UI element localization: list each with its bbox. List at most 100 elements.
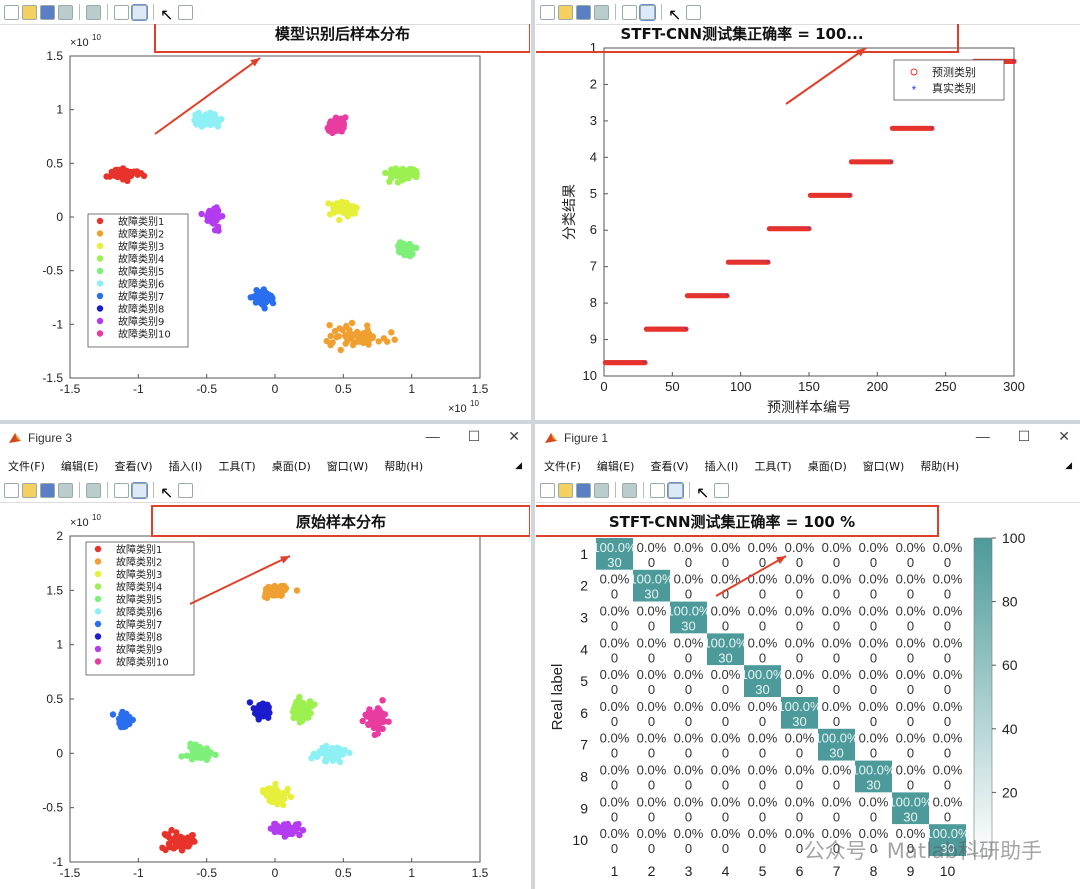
link-plot-icon[interactable] xyxy=(86,4,101,20)
legend-icon[interactable] xyxy=(667,481,684,499)
menu-overflow-icon[interactable]: ◢ xyxy=(1065,461,1072,471)
menu-item-help[interactable]: 帮助(H) xyxy=(384,460,424,473)
menu-item-edit[interactable]: 编辑(E) xyxy=(596,460,635,473)
save-icon[interactable] xyxy=(40,482,55,498)
scatter-point-class-4 xyxy=(290,714,297,721)
cursor-icon[interactable]: ↖ xyxy=(668,6,682,24)
legend-marker xyxy=(94,570,102,578)
colorbar-icon[interactable] xyxy=(114,482,129,498)
colorbar-icon[interactable] xyxy=(650,482,665,498)
print-icon[interactable] xyxy=(594,4,609,20)
property-editor-icon[interactable] xyxy=(178,4,193,20)
menu-item-tools[interactable]: 工具(T) xyxy=(754,460,792,473)
menu-item-desktop[interactable]: 桌面(D) xyxy=(807,460,847,473)
property-editor-icon[interactable] xyxy=(686,4,701,20)
y-tick-label: 1.5 xyxy=(46,583,63,597)
menu-item-insert[interactable]: 插入(I) xyxy=(704,460,739,473)
menu-item-help[interactable]: 帮助(H) xyxy=(920,460,960,473)
legend-marker xyxy=(94,633,102,640)
menu-item-tools[interactable]: 工具(T) xyxy=(218,460,256,473)
x-tick-label: 0 xyxy=(600,379,607,394)
cm-cell xyxy=(781,792,818,825)
cm-cell-count: 0 xyxy=(833,714,840,729)
minimize-button[interactable]: — xyxy=(975,428,990,444)
legend-marker xyxy=(96,217,104,225)
cursor-icon[interactable]: ↖ xyxy=(160,484,174,502)
scatter-point-class-8 xyxy=(246,699,254,706)
cm-cell-diagonal xyxy=(781,697,818,729)
open-file-icon[interactable] xyxy=(558,4,573,20)
scatter-point-class-4 xyxy=(298,702,305,709)
new-figure-icon[interactable] xyxy=(540,4,555,20)
scatter-point-class-9 xyxy=(214,211,221,218)
cm-cell xyxy=(855,792,892,825)
menu-item-view[interactable]: 查看(V) xyxy=(650,460,689,473)
cm-cell xyxy=(744,633,781,666)
menu-item-window[interactable]: 窗口(W) xyxy=(326,460,369,473)
new-figure-icon[interactable] xyxy=(4,4,19,20)
print-icon[interactable] xyxy=(58,4,73,20)
menu-item-insert[interactable]: 插入(I) xyxy=(168,460,203,473)
cm-cell-count: 0 xyxy=(648,682,655,697)
colorbar-icon[interactable] xyxy=(114,4,129,20)
new-figure-icon[interactable] xyxy=(540,482,555,498)
cm-cell-count: 30 xyxy=(792,714,806,729)
predicted-point xyxy=(765,259,771,265)
cm-cell-count: 30 xyxy=(644,587,658,602)
colorbar-icon[interactable] xyxy=(622,4,637,20)
open-file-icon[interactable] xyxy=(22,4,37,20)
cm-cell-count: 0 xyxy=(870,650,877,665)
minimize-button[interactable]: — xyxy=(425,428,440,444)
menu-item-edit[interactable]: 编辑(E) xyxy=(60,460,99,473)
y-tick-label: 4 xyxy=(580,641,588,657)
menu-item-file[interactable]: 文件(F) xyxy=(544,460,581,473)
save-icon[interactable] xyxy=(576,4,591,20)
legend-icon[interactable] xyxy=(131,481,148,499)
close-button[interactable]: ✕ xyxy=(1058,428,1070,444)
cursor-icon[interactable]: ↖ xyxy=(160,6,174,24)
save-icon[interactable] xyxy=(576,482,591,498)
cm-cell-count: 0 xyxy=(648,555,655,570)
x-tick-label: -1 xyxy=(133,382,144,396)
cm-cell-percent: 0.0% xyxy=(785,763,815,778)
scatter-point-class-9 xyxy=(215,227,222,234)
close-button[interactable]: ✕ xyxy=(508,428,520,444)
menu-item-window[interactable]: 窗口(W) xyxy=(862,460,905,473)
cursor-icon[interactable]: ↖ xyxy=(696,484,710,502)
save-icon[interactable] xyxy=(40,4,55,20)
legend-marker xyxy=(94,608,102,615)
cm-cell-count: 0 xyxy=(648,619,655,634)
annotation-arrow xyxy=(189,555,291,605)
link-plot-icon[interactable] xyxy=(622,482,637,498)
x-tick-label: 8 xyxy=(870,863,878,879)
cm-cell xyxy=(929,792,966,825)
cm-cell-percent: 0.0% xyxy=(674,731,704,746)
print-icon[interactable] xyxy=(594,482,609,498)
x-tick-label: 9 xyxy=(907,863,915,879)
menu-item-desktop[interactable]: 桌面(D) xyxy=(271,460,311,473)
new-figure-icon[interactable] xyxy=(4,482,19,498)
cm-cell-percent: 0.0% xyxy=(785,572,815,587)
menu-item-view[interactable]: 查看(V) xyxy=(114,460,153,473)
cm-cell-count: 0 xyxy=(907,619,914,634)
cm-cell xyxy=(818,824,855,856)
link-plot-icon[interactable] xyxy=(86,482,101,498)
property-editor-icon[interactable] xyxy=(178,482,193,498)
cm-cell-count: 30 xyxy=(903,809,917,824)
cm-cell xyxy=(707,824,744,856)
maximize-button[interactable]: ☐ xyxy=(467,428,481,444)
scatter-point-class-2 xyxy=(327,342,334,349)
open-file-icon[interactable] xyxy=(22,482,37,498)
legend-icon[interactable] xyxy=(639,3,656,21)
legend-marker xyxy=(94,558,102,565)
property-editor-icon[interactable] xyxy=(714,482,729,498)
menu-overflow-icon[interactable]: ◢ xyxy=(515,461,522,471)
cm-cell xyxy=(855,697,892,729)
annotation-box xyxy=(536,24,959,53)
legend-icon[interactable] xyxy=(131,3,148,21)
maximize-button[interactable]: ☐ xyxy=(1017,428,1031,444)
scatter-point-class-5 xyxy=(405,245,412,252)
menu-item-file[interactable]: 文件(F) xyxy=(8,460,45,473)
open-file-icon[interactable] xyxy=(558,482,573,498)
print-icon[interactable] xyxy=(58,482,73,498)
